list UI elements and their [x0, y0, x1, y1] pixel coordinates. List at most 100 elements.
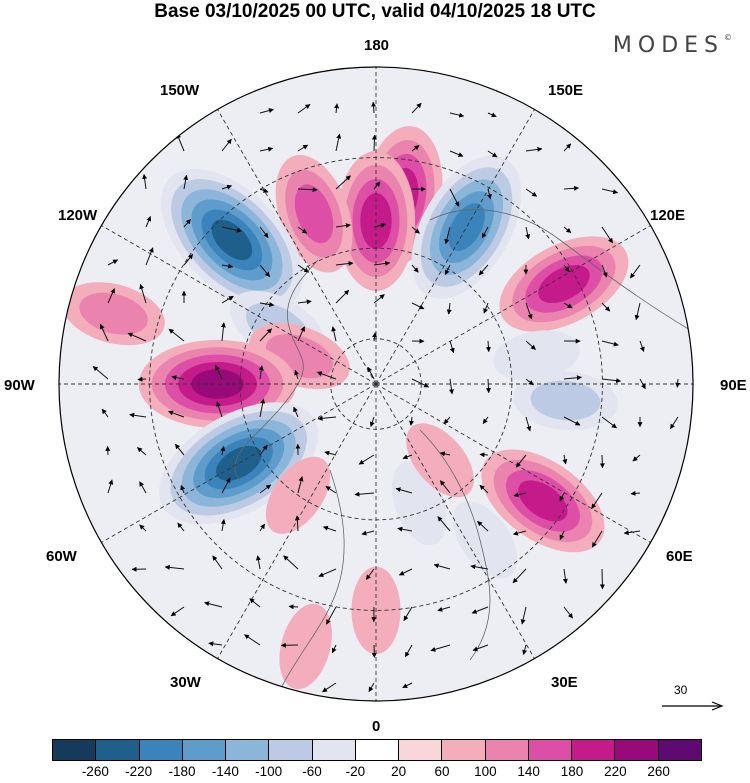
- lon-label-90e: 90E: [720, 377, 747, 394]
- colorbar-swatch: [355, 740, 400, 760]
- colorbar-tick-label: -180: [168, 764, 196, 779]
- wind-arrow-icon: [297, 144, 309, 152]
- wind-arrow-icon: [259, 226, 269, 238]
- wind-arrow-icon: [145, 247, 154, 266]
- positive-anomaly-contour: [191, 369, 244, 399]
- meridian-line: [217, 109, 377, 385]
- wind-arrow-icon: [297, 103, 311, 114]
- wind-arrow-icon: [411, 145, 420, 152]
- wind-vectors: [92, 101, 681, 693]
- colorbar-swatch: [399, 740, 443, 760]
- wind-arrow-icon: [563, 226, 572, 234]
- wind-arrow-icon: [297, 226, 308, 234]
- colorbar-tick-label: -20: [345, 764, 366, 779]
- wind-arrow-icon: [142, 173, 148, 190]
- wind-arrow-icon: [177, 522, 185, 532]
- wind-arrow-icon: [258, 365, 264, 380]
- wind-arrow-icon: [335, 223, 351, 229]
- wind-arrow-icon: [675, 378, 681, 388]
- wind-arrow-icon: [259, 484, 272, 494]
- wind-arrow-icon: [107, 479, 114, 494]
- lon-label-60w: 60W: [46, 548, 77, 565]
- wind-arrow-icon: [411, 302, 425, 310]
- lon-label-0: 0: [372, 718, 381, 735]
- wind-arrow-icon: [371, 101, 377, 114]
- wind-arrow-icon: [259, 328, 272, 342]
- wind-arrow-icon: [485, 378, 491, 394]
- wind-arrow-icon: [335, 133, 342, 152]
- wind-arrow-icon: [318, 568, 337, 577]
- wind-arrow-icon: [358, 454, 375, 465]
- wind-arrow-icon: [322, 682, 337, 693]
- lon-label-120e: 120E: [650, 207, 686, 224]
- wind-arrow-icon: [259, 398, 266, 418]
- wind-arrow-icon: [481, 226, 489, 239]
- wind-arrow-icon: [562, 568, 568, 584]
- wind-arrow-icon: [288, 604, 299, 610]
- wind-arrow-icon: [216, 401, 223, 418]
- wind-arrow-icon: [563, 606, 573, 619]
- colorbar-tick-label: 60: [434, 764, 450, 779]
- wind-arrow-icon: [525, 416, 532, 432]
- wind-arrow-icon: [444, 226, 451, 245]
- wind-arrow-icon: [139, 481, 147, 494]
- meridian-line: [375, 383, 651, 543]
- negative-anomaly-contour: [211, 219, 253, 261]
- colorbar-tick-label: 260: [647, 764, 670, 779]
- wind-arrow-icon: [669, 416, 679, 430]
- wind-arrow-icon: [563, 302, 573, 309]
- wind-arrow-icon: [371, 134, 377, 152]
- wind-arrow-icon: [411, 102, 422, 114]
- reference-vector-label: 30: [674, 683, 688, 697]
- lon-label-30w: 30W: [170, 674, 201, 691]
- wind-arrow-icon: [563, 416, 581, 426]
- wind-arrow-icon: [259, 264, 271, 278]
- wind-arrow-icon: [325, 485, 337, 494]
- wind-arrow-icon: [525, 378, 534, 386]
- wind-arrow-icon: [99, 323, 109, 342]
- wind-arrow-icon: [411, 226, 420, 234]
- wind-arrow-icon: [522, 644, 528, 655]
- wind-arrow-icon: [249, 598, 261, 608]
- lon-label-150w: 150W: [160, 82, 200, 99]
- wind-arrow-icon: [601, 188, 619, 195]
- colorbar: [52, 739, 702, 761]
- wind-arrow-icon: [129, 412, 147, 418]
- wind-arrow-icon: [601, 340, 619, 347]
- wind-arrow-icon: [183, 174, 189, 190]
- wind-arrow-icon: [212, 555, 223, 570]
- wind-arrow-icon: [297, 326, 305, 342]
- lon-label-30e: 30E: [551, 674, 578, 691]
- colorbar-swatch: [615, 740, 659, 760]
- colorbar-tick-label: 20: [391, 764, 407, 779]
- wind-arrow-icon: [478, 264, 489, 276]
- wind-arrow-icon: [259, 188, 269, 193]
- wind-arrow-icon: [525, 340, 536, 350]
- wind-arrow-icon: [297, 476, 304, 494]
- wind-arrow-icon: [183, 219, 191, 228]
- wind-arrow-icon: [472, 644, 489, 652]
- wind-arrow-icon: [164, 564, 185, 570]
- wind-arrow-icon: [259, 108, 274, 114]
- wind-arrow-icon: [559, 530, 565, 541]
- wind-arrow-icon: [520, 606, 527, 625]
- wind-arrow-icon: [168, 410, 185, 418]
- wind-arrow-icon: [512, 530, 527, 536]
- wind-arrow-icon: [439, 480, 451, 494]
- wind-arrow-icon: [174, 443, 185, 456]
- wind-arrow-icon: [559, 492, 565, 502]
- wind-arrow-icon: [634, 302, 641, 321]
- wind-arrow-icon: [563, 264, 570, 273]
- wind-arrow-icon: [368, 682, 375, 693]
- wind-arrow-icon: [525, 226, 531, 240]
- wind-arrow-icon: [446, 302, 452, 315]
- wind-arrow-icon: [449, 112, 465, 118]
- wind-arrow-icon: [107, 288, 115, 304]
- wind-arrow-icon: [433, 563, 451, 570]
- meridian-line: [375, 109, 535, 385]
- negative-anomaly-contour: [215, 445, 262, 481]
- wind-arrow-icon: [171, 375, 185, 381]
- wind-arrow-icon: [293, 406, 299, 418]
- wind-arrow-icon: [430, 644, 451, 652]
- colorbar-tick-label: 140: [517, 764, 540, 779]
